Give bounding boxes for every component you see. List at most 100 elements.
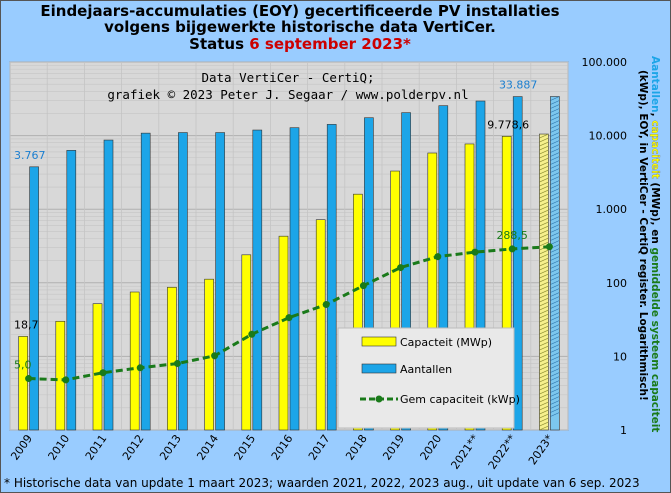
hatch-line xyxy=(550,164,560,169)
hatch-line xyxy=(539,229,549,235)
avg-capacity-point xyxy=(508,245,516,253)
hatch-line xyxy=(550,248,560,253)
hatch-line xyxy=(539,173,549,179)
hatch-line xyxy=(550,340,560,345)
hatch-line xyxy=(539,241,549,247)
hatch-line xyxy=(550,284,560,289)
hatch-line xyxy=(539,145,549,151)
avg-capacity-point xyxy=(359,282,367,290)
hatch-line xyxy=(550,240,560,245)
hatch-line xyxy=(550,112,560,117)
hatch-line xyxy=(550,100,560,105)
data-label: 3.767 xyxy=(14,149,46,162)
hatch-line xyxy=(539,297,549,303)
legend-label: Capacteit (MWp) xyxy=(400,336,492,349)
hatch-line xyxy=(550,276,560,281)
y-tick-label: 1 xyxy=(620,424,627,437)
aantallen-bar xyxy=(66,150,77,431)
status-label: Status xyxy=(189,35,245,53)
hatch-line xyxy=(550,172,560,177)
aantallen-bar xyxy=(550,96,560,431)
hatch-line xyxy=(550,188,560,193)
x-tick-label: 2016 xyxy=(269,432,296,462)
hatch-line xyxy=(539,373,549,379)
y-tick-label: 1.000 xyxy=(596,203,628,216)
hatch-line xyxy=(539,265,549,271)
hatch-line xyxy=(550,292,560,297)
hatch-line xyxy=(539,249,549,255)
x-tick-label: 2014 xyxy=(194,432,221,462)
hatch-line xyxy=(539,217,549,223)
hatch-line xyxy=(539,169,549,175)
hatch-line xyxy=(550,196,560,201)
hatch-line xyxy=(550,388,560,393)
hatch-line xyxy=(550,180,560,185)
hatch-line xyxy=(539,353,549,359)
x-tick-label: 2009 xyxy=(8,432,35,462)
legend-label: Aantallen xyxy=(400,363,452,376)
avg-capacity-point xyxy=(99,369,107,377)
hatch-line xyxy=(550,156,560,161)
x-tick-label: 2010 xyxy=(46,432,73,462)
avg-capacity-point xyxy=(471,248,479,256)
hatch-line xyxy=(550,280,560,285)
hatch-line xyxy=(550,372,560,377)
hatch-line xyxy=(539,413,549,419)
y-tick-label: 10.000 xyxy=(589,130,628,143)
hatch-line xyxy=(539,405,549,411)
hatch-line xyxy=(539,377,549,383)
avg-capacity-point xyxy=(25,375,33,383)
chart-title-line-3: Status 6 september 2023* xyxy=(0,35,600,53)
aantallen-bar xyxy=(326,124,337,431)
hatch-line xyxy=(550,256,560,261)
aantallen-bar xyxy=(103,139,114,431)
capacity-bar xyxy=(353,193,363,431)
y-tick-label: 10 xyxy=(613,350,627,363)
avg-capacity-point xyxy=(248,330,256,338)
chart-title-line-1: Eindejaars-accumulaties (EOY) gecertific… xyxy=(40,2,560,20)
hatch-line xyxy=(550,192,560,197)
legend-swatch xyxy=(361,363,397,374)
hatch-line xyxy=(550,160,560,165)
hatch-line xyxy=(550,296,560,301)
hatch-line xyxy=(550,212,560,217)
hatch-line xyxy=(550,412,560,417)
hatch-line xyxy=(539,293,549,299)
hatch-line xyxy=(550,144,560,149)
hatch-line xyxy=(550,224,560,229)
hatch-line xyxy=(539,425,549,431)
hatch-line xyxy=(550,260,560,265)
hatch-line xyxy=(550,344,560,349)
credit-line: Data VertiCer - CertiQ; xyxy=(201,70,374,85)
hatch-line xyxy=(550,204,560,209)
hatch-line xyxy=(550,108,560,113)
hatch-line xyxy=(539,349,549,355)
aantallen-bar xyxy=(178,132,188,431)
hatch-line xyxy=(539,421,549,427)
aantallen-bar xyxy=(140,132,151,431)
hatch-line xyxy=(539,317,549,323)
hatch-line xyxy=(539,325,549,331)
hatch-line xyxy=(539,401,549,407)
hatch-line xyxy=(539,141,549,147)
avg-capacity-point xyxy=(322,301,330,309)
hatch-line xyxy=(539,153,549,159)
hatch-line xyxy=(539,193,549,199)
aantallen-bar xyxy=(438,105,449,431)
hatch-line xyxy=(550,184,560,189)
hatch-line xyxy=(539,277,549,283)
hatch-line xyxy=(550,356,560,361)
y-tick-label: 100.000 xyxy=(582,56,628,69)
hatch-line xyxy=(550,232,560,237)
hatch-line xyxy=(550,120,560,125)
hatch-line xyxy=(539,181,549,187)
hatch-line xyxy=(539,253,549,259)
hatch-line xyxy=(539,329,549,335)
hatch-line xyxy=(539,225,549,231)
hatch-line xyxy=(539,137,549,143)
hatch-line xyxy=(550,216,560,221)
capacity-bar xyxy=(167,286,177,431)
right-axis-title-segment: (kWp), EOY, in VertiCer - CertiQ registe… xyxy=(637,70,649,401)
hatch-line xyxy=(550,380,560,385)
